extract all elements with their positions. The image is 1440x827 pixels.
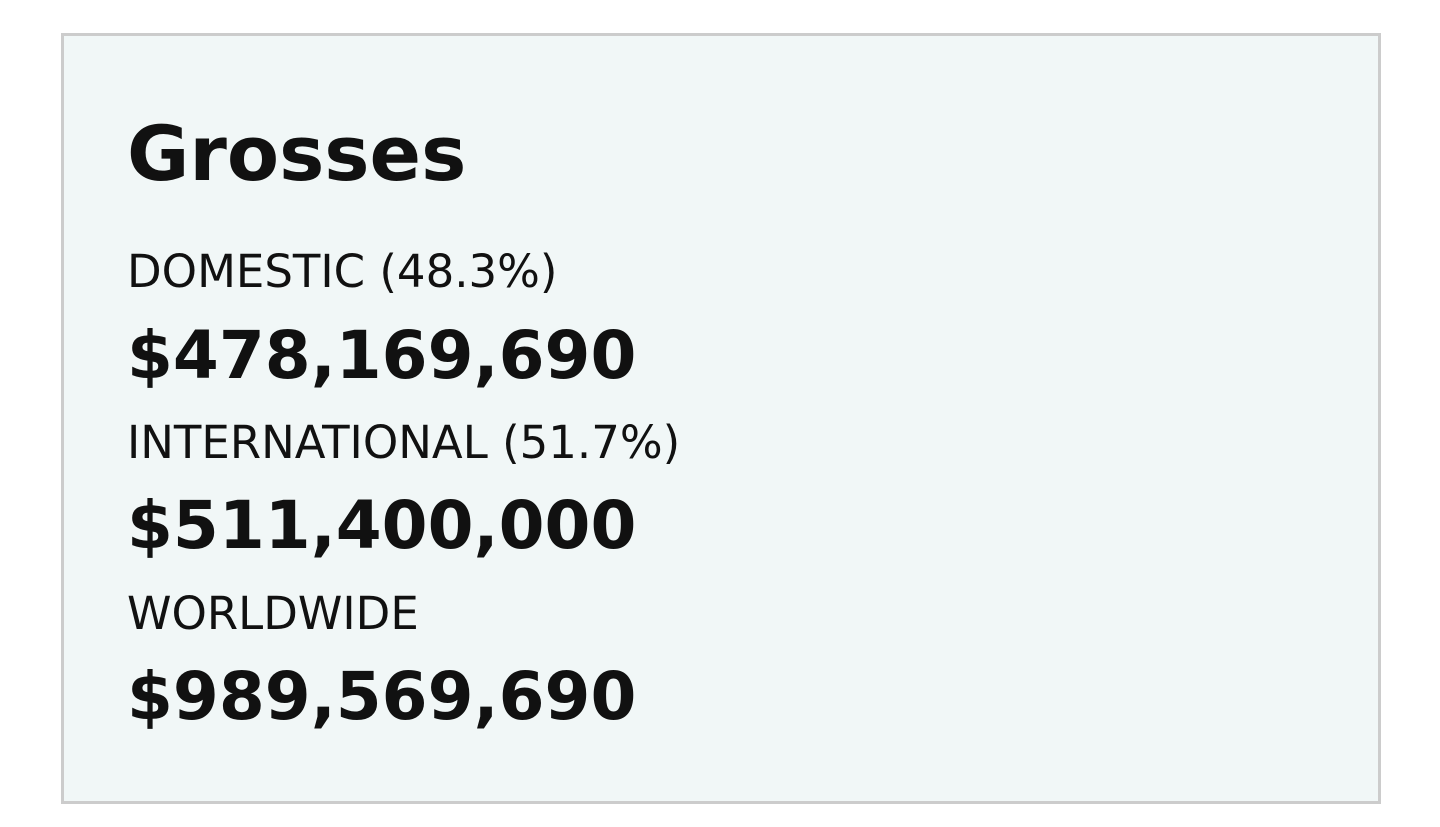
- international-gross-value: $511,400,000: [127, 487, 637, 564]
- domestic-gross-value: $478,169,690: [127, 317, 637, 394]
- grosses-panel: Grosses DOMESTIC (48.3%) $478,169,690 IN…: [61, 33, 1381, 804]
- international-gross-label: INTERNATIONAL (51.7%): [127, 416, 681, 469]
- grosses-title: Grosses: [127, 109, 467, 198]
- worldwide-gross-value: $989,569,690: [127, 658, 637, 735]
- worldwide-gross-label: WORLDWIDE: [127, 587, 419, 640]
- domestic-gross-label: DOMESTIC (48.3%): [127, 245, 558, 298]
